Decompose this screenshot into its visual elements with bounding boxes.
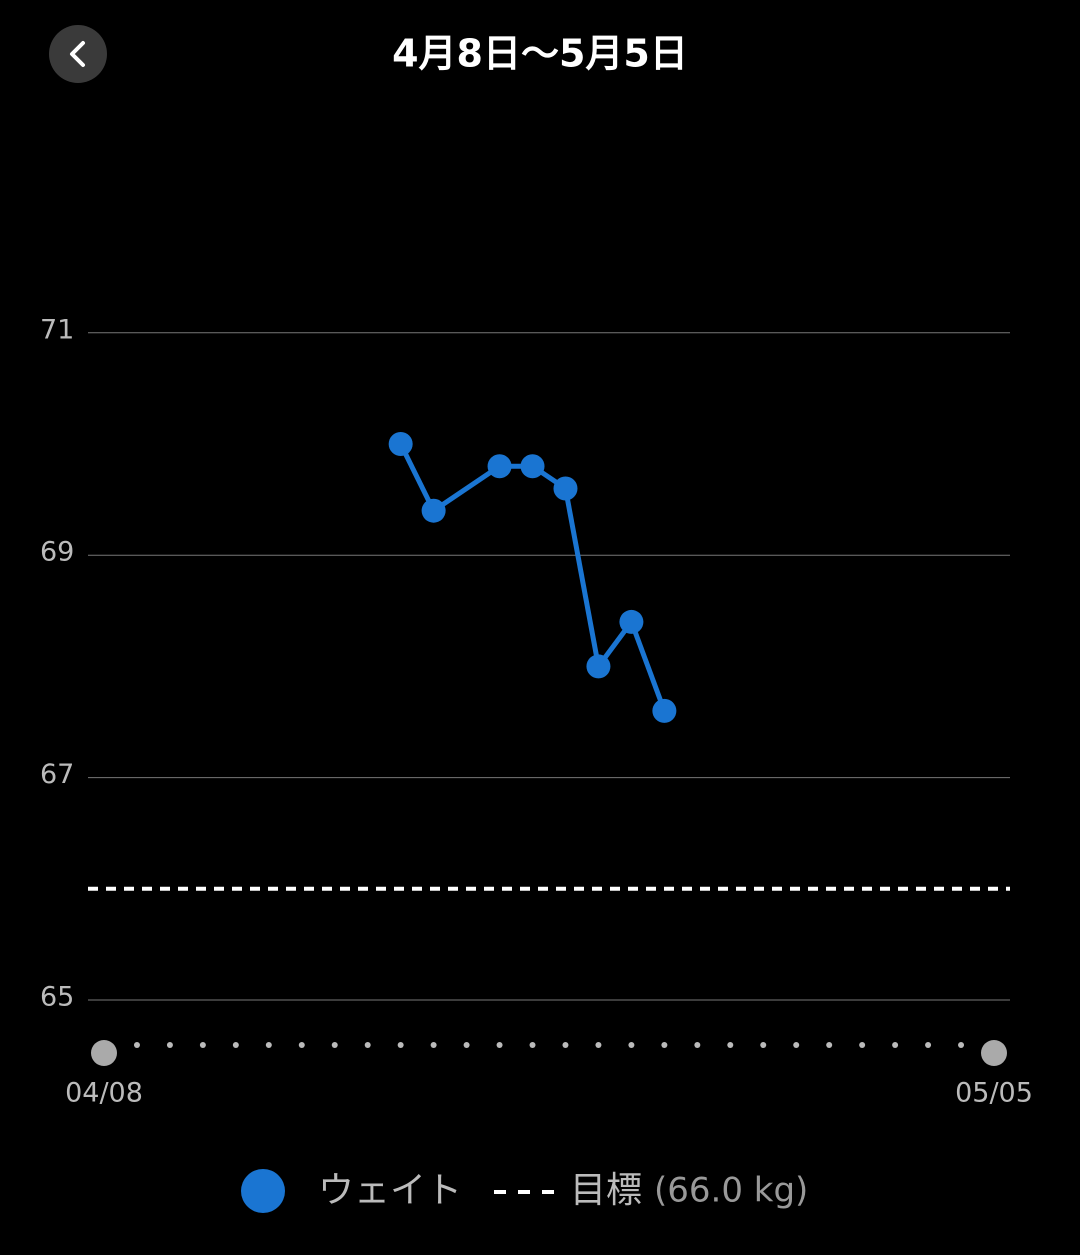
x-track-dot	[166, 1042, 173, 1048]
point	[586, 654, 611, 679]
x-track-dot	[958, 1042, 965, 1048]
x-track-dot	[265, 1042, 272, 1048]
x-track-dot	[760, 1042, 767, 1048]
y-tick-label: 69	[40, 537, 74, 568]
x-track-dot	[628, 1042, 635, 1048]
series-line	[563, 488, 601, 667]
y-tick-label: 67	[40, 759, 74, 790]
point	[520, 454, 545, 479]
x-tick-label: 04/08	[65, 1078, 143, 1109]
x-track-dot	[364, 1042, 371, 1048]
point	[388, 432, 413, 456]
x-track-dot	[892, 1042, 899, 1048]
x-track-dot	[331, 1042, 338, 1048]
x-track-dot	[529, 1042, 536, 1048]
x-track-dot	[298, 1042, 305, 1048]
x-track-dot	[430, 1042, 437, 1048]
x-tick-label: 05/05	[955, 1078, 1033, 1109]
title: 4月8日～5月5日	[392, 32, 688, 76]
y-tick-label: 71	[40, 314, 74, 345]
point	[652, 698, 677, 723]
x-end-dot	[981, 1040, 1007, 1066]
x-track-dot	[562, 1042, 569, 1048]
x-track-dot	[727, 1042, 734, 1048]
x-track-dot	[232, 1042, 239, 1048]
x-track-dot	[826, 1042, 833, 1048]
x-end-dot	[91, 1040, 117, 1066]
legend-label: ウェイト	[318, 1170, 462, 1211]
back-button[interactable]	[49, 25, 107, 83]
x-track-dot	[463, 1042, 470, 1048]
series-line	[629, 621, 667, 712]
legend-goal-label: 目標	[570, 1170, 642, 1211]
back-icon[interactable]	[70, 41, 85, 67]
y-tick-label: 65	[40, 982, 74, 1013]
x-track-dot	[859, 1042, 866, 1048]
x-track-dot	[496, 1042, 503, 1048]
x-track-dot	[793, 1042, 800, 1048]
point	[487, 454, 512, 479]
x-track-dot	[595, 1042, 602, 1048]
x-track-dot	[199, 1042, 206, 1048]
legend-marker	[241, 1169, 285, 1213]
point	[421, 498, 446, 523]
x-track-dot	[397, 1042, 404, 1048]
x-track-dot	[661, 1042, 668, 1048]
x-track-dot	[925, 1042, 932, 1048]
point	[619, 609, 644, 634]
series-line	[432, 464, 501, 513]
legend-goal-value: (66.0 kg)	[654, 1171, 808, 1211]
point	[553, 476, 578, 501]
back-button-bg[interactable]	[49, 25, 107, 83]
x-track-dot	[694, 1042, 701, 1048]
x-track-dot	[133, 1042, 140, 1048]
series-line	[398, 442, 436, 512]
